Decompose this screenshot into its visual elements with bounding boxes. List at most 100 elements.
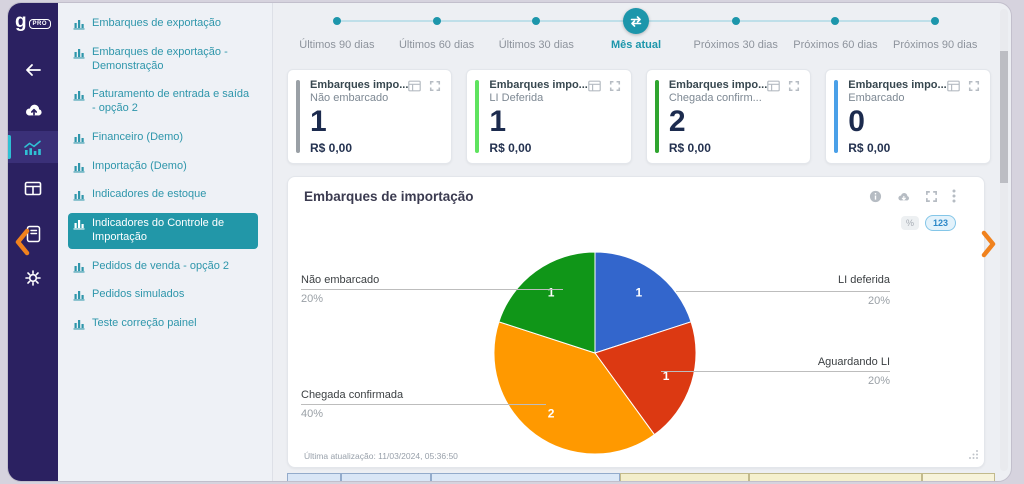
download-icon[interactable] <box>896 190 911 202</box>
preview-table-cell <box>748 473 923 481</box>
expand-icon[interactable] <box>609 80 621 92</box>
step-dot[interactable] <box>532 17 541 25</box>
sidebar-item-faturamento-de-entrada-e-saida-opcao-2[interactable]: Faturamento de entrada e saída - opção 2 <box>68 84 258 120</box>
expand-icon[interactable] <box>968 80 980 92</box>
sidebar-item-financeiro-demo[interactable]: Financeiro (Demo) <box>68 127 258 149</box>
resize-handle[interactable] <box>969 446 979 464</box>
sidebar-item-embarques-de-exportacao-demonstracao[interactable]: Embarques de exportação - Demonstração <box>68 42 258 78</box>
preview-table-cell <box>341 473 432 481</box>
sidebar-item-label: Faturamento de entrada e saída - opção 2 <box>92 88 250 114</box>
card-subtitle: Não embarcado <box>310 92 389 104</box>
card-accent-bar <box>834 80 839 153</box>
card-accent-bar <box>654 80 659 153</box>
sidebar-item-importacao-demo[interactable]: Importação (Demo) <box>68 156 258 178</box>
step-label: Próximos 60 dias <box>793 39 878 51</box>
pie-slice-chegada-confirmada[interactable] <box>493 321 656 455</box>
preview-table-cell <box>620 473 749 481</box>
sidebar-item-label: Teste correção painel <box>92 317 197 329</box>
pie-slice-nao-embarcado[interactable] <box>498 251 596 354</box>
pie-value-label: 2 <box>548 407 555 421</box>
preview-table-cell <box>431 473 621 481</box>
next-page-chevron-icon[interactable] <box>980 229 998 264</box>
collapse-chevron-icon[interactable] <box>13 227 31 262</box>
expand-icon[interactable] <box>429 80 441 92</box>
sidebar-item-pedidos-de-venda-opcao-2[interactable]: Pedidos de venda - opção 2 <box>68 256 258 278</box>
panel-toolbar <box>869 189 956 203</box>
step-dot[interactable] <box>432 17 441 25</box>
card-subtitle: LI Deferida <box>489 92 544 104</box>
swap-arrows-icon <box>630 15 642 27</box>
pie-chart: 1 1 2 1 <box>493 251 697 455</box>
expand-icon[interactable] <box>788 80 800 92</box>
info-icon[interactable] <box>869 190 882 203</box>
bar-chart-icon <box>73 220 85 230</box>
sidebar-item-label: Financeiro (Demo) <box>92 130 184 143</box>
kpi-cards-row: Embarques impo... Não embarcado 1 R$ 0,00 Em… <box>287 69 991 164</box>
bar-chart-icon <box>73 291 85 301</box>
table-icon[interactable] <box>767 80 781 92</box>
kpi-card-li-deferida[interactable]: Embarques impo... LI Deferida 1 R$ 0,00 <box>466 69 632 164</box>
notes-icon[interactable] <box>23 224 43 244</box>
callout-label-aguardando-li: Aguardando LI <box>817 356 890 368</box>
sidebar-item-indicadores-do-controle-de-importacao[interactable]: Indicadores do Controle de Importação <box>68 213 258 249</box>
pie-slice-aguardando-li[interactable] <box>594 321 697 436</box>
chart-panel: Embarques de importação <box>287 176 985 468</box>
sidebar-item-pedidos-simulados[interactable]: Pedidos simulados <box>68 284 258 306</box>
panel-title: Embarques de importação <box>304 189 474 204</box>
table-icon[interactable] <box>408 80 422 92</box>
pie-value-label: 1 <box>636 286 643 300</box>
logo-g-glyph: g <box>14 11 27 32</box>
step-proximos-30-dias[interactable]: Próximos 30 dias <box>686 7 786 51</box>
step-ultimos-30-dias[interactable]: Últimos 30 dias <box>486 7 586 51</box>
step-proximos-90-dias[interactable]: Próximos 90 dias <box>885 7 985 51</box>
kebab-menu-icon[interactable] <box>952 189 956 203</box>
table-icon[interactable] <box>946 80 960 92</box>
scrollbar-thumb[interactable] <box>1000 51 1008 183</box>
step-ultimos-90-dias[interactable]: Últimos 90 dias <box>287 7 387 51</box>
value-format-toggles: % 123 <box>900 215 956 231</box>
percent-toggle[interactable]: % <box>900 216 919 230</box>
kpi-card-nao-embarcado[interactable]: Embarques impo... Não embarcado 1 R$ 0,00 <box>287 69 453 164</box>
step-proximos-60-dias[interactable]: Próximos 60 dias <box>786 7 886 51</box>
active-step-button[interactable] <box>623 8 650 34</box>
sidebar-item-indicadores-de-estoque[interactable]: Indicadores de estoque <box>68 184 258 206</box>
cloud-upload-icon[interactable] <box>22 101 45 117</box>
bar-chart-icon <box>73 162 85 172</box>
step-label: Mês atual <box>610 39 662 51</box>
step-label: Últimos 30 dias <box>498 39 574 51</box>
dashboards-sidebar: Embarques de exportação Embarques de expo… <box>58 3 273 481</box>
kpi-card-embarcado[interactable]: Embarques impo... Embarcado 0 R$ 0,00 <box>825 69 991 164</box>
callout-label-nao-embarcado: Não embarcado <box>301 274 380 286</box>
card-amount: R$ 0,00 <box>848 141 891 155</box>
sidebar-item-teste-correcao-painel[interactable]: Teste correção painel <box>68 313 258 335</box>
number-toggle[interactable]: 123 <box>924 215 956 231</box>
icon-rail: g PRO <box>8 3 58 481</box>
step-dot[interactable] <box>931 17 940 25</box>
step-ultimos-60-dias[interactable]: Últimos 60 dias <box>387 7 487 51</box>
sidebar-item-label: Pedidos simulados <box>92 288 185 301</box>
bar-chart-icon <box>73 133 85 144</box>
step-dot[interactable] <box>731 17 740 25</box>
expand-icon[interactable] <box>925 190 938 203</box>
back-arrow-icon[interactable] <box>23 61 43 79</box>
table-icon[interactable] <box>588 80 601 92</box>
callout-percent-li-deferida: 20% <box>867 295 890 307</box>
card-value: 2 <box>668 105 686 138</box>
callout-line-aguardando-li <box>661 371 890 372</box>
card-value: 1 <box>310 105 327 138</box>
rail-item-analytics[interactable] <box>8 131 58 163</box>
pie-slice-li-deferida[interactable] <box>594 251 692 354</box>
sidebar-item-label: Indicadores de estoque <box>92 188 207 201</box>
kpi-card-chegada-confirm[interactable]: Embarques impo... Chegada confirm... 2 R$ 0… <box>645 69 812 164</box>
step-dot[interactable] <box>332 17 341 25</box>
card-accent-bar <box>296 80 300 153</box>
card-title: Embarques impo... <box>848 79 947 91</box>
card-amount: R$ 0,00 <box>489 141 532 155</box>
scrollbar-track[interactable] <box>1000 9 1008 471</box>
data-grid-icon[interactable] <box>23 179 43 198</box>
step-mes-atual[interactable]: Mês atual <box>586 7 686 51</box>
sidebar-item-embarques-de-exportacao[interactable]: Embarques de exportação <box>68 13 258 35</box>
settings-gear-icon[interactable] <box>23 268 43 288</box>
step-dot[interactable] <box>831 17 840 25</box>
bar-chart-icon <box>73 91 85 101</box>
